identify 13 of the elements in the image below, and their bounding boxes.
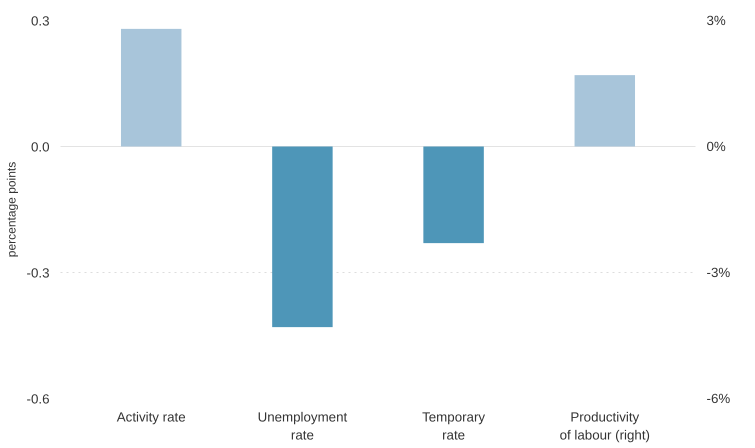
y-tick-label: -0.3 bbox=[26, 266, 50, 280]
y2-tick-label: -3% bbox=[706, 265, 730, 280]
y-tick-label: 0.3 bbox=[30, 14, 50, 28]
y2-tick-label: -6% bbox=[706, 391, 730, 406]
y-tick-label: -0.6 bbox=[26, 392, 50, 406]
x-tick-label: Unemployment rate bbox=[258, 410, 348, 442]
y2-tick-label: 3% bbox=[706, 13, 726, 28]
y-axis-title: percentage points bbox=[4, 162, 19, 258]
y2-tick-label: 0% bbox=[706, 139, 726, 154]
y-tick-label: 0.0 bbox=[30, 140, 50, 154]
x-tick-label: Activity rate bbox=[116, 410, 186, 424]
x-tick-label: Temporary rate bbox=[422, 410, 486, 442]
x-tick-label: Productivity of labour (right) bbox=[560, 410, 650, 442]
